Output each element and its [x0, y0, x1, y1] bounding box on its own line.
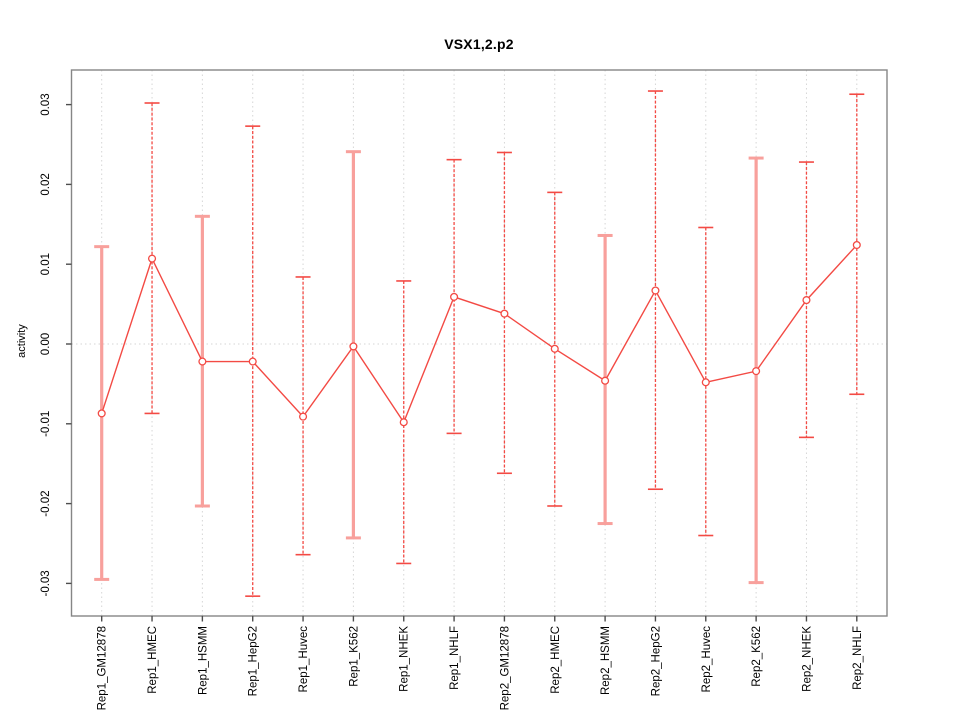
y-tick-label: -0.03 — [40, 570, 52, 596]
x-tick-label: Rep2_HMEC — [550, 626, 562, 694]
x-tick-label: Rep2_HepG2 — [650, 626, 662, 696]
x-tick-label: Rep1_HSMM — [197, 626, 209, 695]
data-point — [198, 357, 207, 366]
chart-title: VSX1,2.p2 — [444, 36, 514, 52]
x-tick-label: Rep1_NHEK — [399, 626, 411, 692]
x-tick-label: Rep2_NHLF — [852, 626, 864, 690]
data-point — [299, 412, 308, 421]
data-point — [701, 378, 710, 387]
data-point — [349, 342, 358, 351]
data-point — [500, 309, 509, 318]
x-tick-label: Rep2_Huvec — [701, 626, 713, 693]
data-point — [97, 409, 106, 418]
y-tick-label: 0.01 — [40, 253, 52, 275]
x-tick-label: Rep1_NHLF — [449, 626, 461, 690]
data-point — [147, 254, 157, 263]
x-tick-label: Rep1_HMEC — [147, 626, 159, 694]
y-tick-label: 0.00 — [40, 333, 52, 355]
x-tick-label: Rep1_GM12878 — [97, 626, 109, 710]
data-point — [752, 367, 761, 376]
data-point — [852, 240, 861, 250]
x-tick-label: Rep2_K562 — [751, 626, 763, 687]
y-tick-label: -0.01 — [40, 411, 52, 437]
plot-border — [70, 69, 888, 617]
x-tick-label: Rep1_K562 — [348, 626, 360, 687]
y-tick-label: 0.03 — [40, 93, 52, 115]
x-tick-label: Rep2_GM12878 — [499, 626, 511, 710]
x-tick-label: Rep1_HepG2 — [248, 626, 260, 696]
data-point — [651, 286, 660, 295]
data-point — [550, 344, 559, 353]
series-line — [101, 244, 858, 424]
data-point — [399, 418, 408, 427]
x-tick-label: Rep1_Huvec — [298, 626, 310, 693]
data-point — [248, 357, 257, 366]
data-point — [601, 376, 610, 385]
x-tick-label: Rep2_HSMM — [600, 626, 612, 695]
data-point — [802, 296, 811, 305]
y-tick-label: -0.02 — [40, 490, 52, 516]
x-tick-label: Rep2_NHEK — [801, 626, 813, 692]
y-tick-label: 0.02 — [40, 173, 52, 195]
data-point — [450, 292, 459, 301]
